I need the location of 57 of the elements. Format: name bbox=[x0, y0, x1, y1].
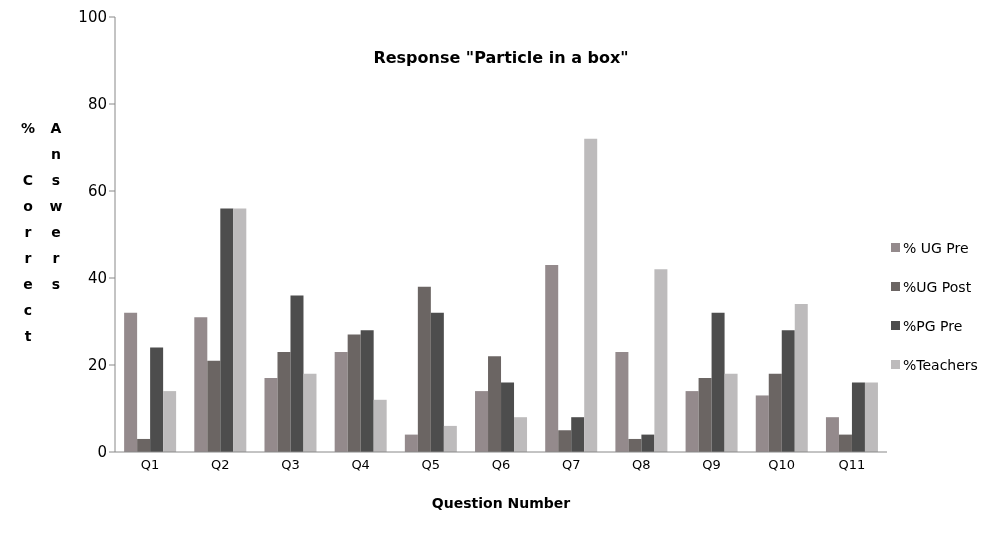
bar bbox=[514, 417, 528, 452]
x-axis-title: Question Number bbox=[430, 495, 572, 511]
bar bbox=[711, 312, 725, 452]
y-tick-label: 60 bbox=[87, 182, 107, 201]
x-tick-label: Q4 bbox=[351, 457, 370, 473]
bar bbox=[277, 351, 291, 452]
bar bbox=[571, 417, 585, 452]
bar bbox=[150, 347, 164, 452]
bar bbox=[501, 382, 515, 452]
bar bbox=[864, 382, 878, 452]
bar bbox=[584, 138, 598, 452]
x-tick-label: Q11 bbox=[838, 457, 866, 473]
bar bbox=[290, 295, 304, 452]
bar bbox=[488, 356, 502, 452]
x-tick-label: Q2 bbox=[211, 457, 230, 473]
y-tick-label: 20 bbox=[87, 356, 107, 375]
x-tick-label: Q10 bbox=[768, 457, 796, 473]
bar bbox=[641, 434, 655, 452]
bar bbox=[163, 391, 177, 452]
bar bbox=[360, 330, 374, 452]
y-tick-label: 80 bbox=[87, 95, 107, 114]
bar bbox=[781, 330, 795, 452]
bar bbox=[233, 208, 247, 452]
bar bbox=[654, 269, 668, 452]
y-axis-title: % Correct Answers bbox=[19, 120, 65, 356]
bar bbox=[430, 312, 444, 452]
legend-label: %UG Post bbox=[903, 278, 972, 295]
legend-label: % UG Pre bbox=[903, 239, 969, 256]
x-tick-label: Q8 bbox=[632, 457, 651, 473]
bar bbox=[768, 373, 782, 452]
bar bbox=[838, 434, 852, 452]
x-tick-label: Q6 bbox=[491, 457, 511, 473]
x-tick-label: Q9 bbox=[702, 457, 721, 473]
bar bbox=[794, 304, 808, 452]
bar bbox=[373, 399, 387, 452]
x-tick-label: Q5 bbox=[421, 457, 441, 473]
text: Response "Particle in a box" bbox=[372, 48, 630, 67]
bar bbox=[698, 378, 712, 452]
y-tick-label: 100 bbox=[78, 8, 107, 27]
bar bbox=[443, 425, 457, 452]
bar bbox=[628, 438, 642, 452]
legend-label: %Teachers bbox=[903, 356, 978, 373]
bar bbox=[851, 382, 865, 452]
legend-label: %PG Pre bbox=[903, 317, 963, 334]
x-tick-label: Q7 bbox=[561, 457, 581, 473]
bar bbox=[303, 373, 317, 452]
x-tick-label: Q3 bbox=[281, 457, 300, 473]
x-tick-label: Q1 bbox=[140, 457, 160, 473]
bar bbox=[417, 286, 431, 452]
bar bbox=[347, 334, 361, 452]
bar bbox=[724, 373, 738, 452]
y-tick-label: 0 bbox=[97, 443, 107, 462]
bar bbox=[137, 438, 151, 452]
bar bbox=[558, 430, 572, 452]
bar bbox=[207, 360, 221, 452]
bar bbox=[220, 208, 234, 452]
y-tick-label: 40 bbox=[87, 269, 107, 288]
